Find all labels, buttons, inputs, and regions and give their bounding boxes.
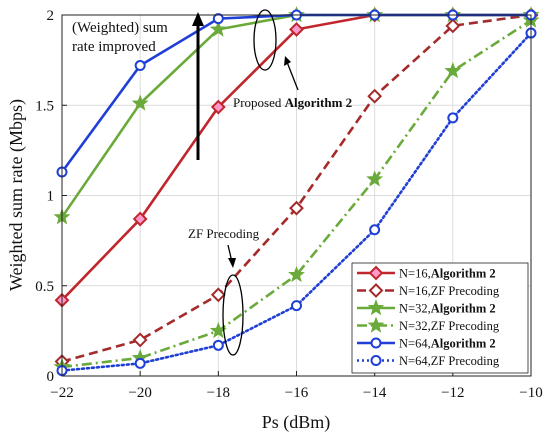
legend-marker (367, 299, 385, 316)
plot-frame (61, 14, 532, 377)
legend-marker (370, 355, 382, 366)
x-tick-label: −18 (207, 385, 230, 401)
data-point (367, 88, 383, 104)
data-point (289, 200, 304, 216)
legend-marker (367, 316, 385, 333)
data-point (366, 170, 384, 187)
y-tick-label: 1 (47, 189, 55, 205)
x-axis-label: Ps (dBm) (262, 412, 331, 433)
annotation-improved-line1: (Weighted) sum (72, 20, 168, 36)
x-tick-label: −16 (285, 385, 309, 401)
x-tick-label: −22 (50, 385, 73, 401)
tick-labels: −22 −20 −18 −16 −14 −12 −10 0 0.5 1 1.5 2 (35, 8, 542, 401)
legend-marker (368, 265, 384, 281)
data-point (131, 94, 149, 111)
x-tick-label: −20 (128, 385, 151, 401)
data-point (288, 266, 305, 283)
x-tick-label: −12 (441, 385, 464, 401)
legend-label: N=32,Algorithm 2 (399, 302, 496, 316)
annotation-improved-arrowhead (192, 12, 204, 26)
data-point (212, 339, 224, 351)
y-tick-label: 2 (47, 8, 55, 24)
annotation-proposed: Proposed Algorithm 2 (233, 95, 352, 110)
annotation-improved-line2: rate improved (72, 39, 156, 55)
annotation-zf-ellipse (222, 274, 244, 356)
legend-label: N=16,ZF Precoding (399, 284, 500, 298)
legend-label: N=64,ZF Precoding (399, 354, 500, 368)
annotation-proposed-arrow (286, 61, 299, 91)
legend-marker (370, 337, 382, 349)
legend-box (351, 262, 529, 374)
data-point (132, 332, 148, 348)
legend-label: N=16,Algorithm 2 (399, 267, 496, 281)
data-point (447, 112, 459, 124)
x-tick-label: −14 (363, 385, 387, 401)
y-tick-label: 1.5 (35, 98, 54, 114)
data-point (444, 62, 462, 79)
annotations: (Weighted) sum rate improved Proposed Al… (72, 9, 352, 356)
y-tick-label: 0.5 (35, 279, 54, 295)
data-point (210, 99, 226, 115)
data-point (134, 357, 146, 369)
legend-label: N=64,Algorithm 2 (399, 337, 496, 351)
legend: N=16,Algorithm 2 N=16,ZF Precoding N=32,Al… (351, 262, 529, 374)
annotation-zf-arrowhead (228, 258, 236, 268)
data-point (369, 224, 381, 236)
data-point (212, 13, 224, 25)
annotation-proposed-arrowhead (284, 56, 291, 66)
y-tick-label: 0 (47, 369, 55, 385)
y-axis-label: Weighted sum rate (Mbps) (6, 99, 27, 291)
data-point (445, 18, 461, 34)
legend-marker (368, 283, 384, 298)
x-tick-label: −10 (519, 385, 542, 401)
data-point (134, 60, 146, 72)
data-point (289, 22, 304, 37)
annotation-zf: ZF Precoding (188, 226, 260, 241)
data-point (132, 211, 148, 227)
legend-label: N=32,ZF Precoding (399, 319, 500, 333)
data-point (210, 287, 226, 303)
data-point (209, 20, 227, 37)
annotation-proposed-ellipse (253, 9, 277, 71)
data-point (291, 300, 302, 312)
